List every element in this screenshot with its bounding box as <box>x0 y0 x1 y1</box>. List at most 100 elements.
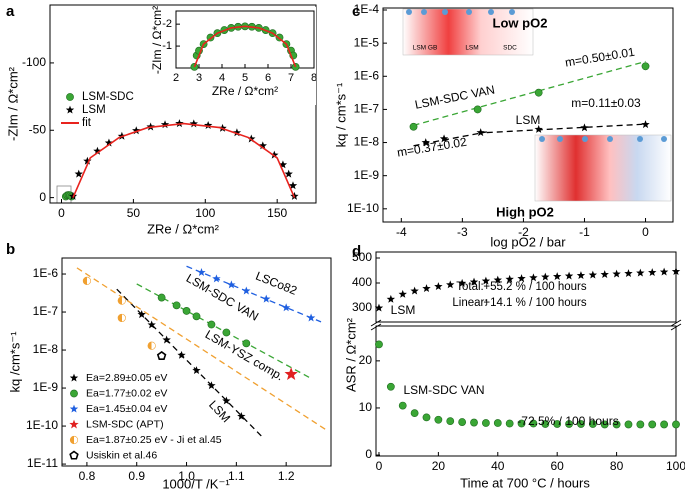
data-point <box>410 286 419 295</box>
x-tick-label: 0 <box>642 225 649 239</box>
data-point <box>212 274 221 283</box>
annotation: -72.5% / 100 hours <box>517 414 618 428</box>
y-tick-label: -100 <box>22 55 46 69</box>
data-point <box>177 350 186 359</box>
data-point <box>132 126 141 135</box>
legend-label: Ea=1.45±0.04 eV <box>86 403 167 415</box>
data-point <box>434 282 443 291</box>
annotation: LSM-YSZ comp. <box>203 327 286 383</box>
panel-letter: c <box>352 3 360 20</box>
data-point <box>207 320 216 329</box>
x-tick-label: 3 <box>196 72 202 84</box>
annotation: LSM <box>516 113 541 127</box>
data-point <box>74 169 83 178</box>
data-point <box>529 419 538 428</box>
fit-curve <box>193 25 297 68</box>
y-tick-label: 1E-9 <box>354 168 380 182</box>
data-point <box>288 181 298 190</box>
data-point <box>270 150 279 159</box>
data-point <box>493 419 502 427</box>
data-point <box>237 411 246 420</box>
schematic-label: LSM <box>465 45 478 52</box>
data-point <box>162 335 171 344</box>
data-point <box>469 277 479 286</box>
legend-symbol <box>69 419 79 429</box>
panel-letter: d <box>352 243 361 260</box>
y-tick-label: 1E-8 <box>354 135 380 149</box>
data-point <box>160 120 170 129</box>
panel-letter: b <box>6 241 15 258</box>
x-tick-label: 150 <box>267 206 287 220</box>
data-point <box>262 294 271 303</box>
data-point <box>517 419 526 428</box>
y-axis-label: -ZIm / Ω*cm² <box>150 6 164 74</box>
y-tick-label: 1E-7 <box>33 304 59 318</box>
x-tick-label: 0 <box>376 459 383 473</box>
x-axis-label: ZRe / Ω*cm² <box>212 84 278 98</box>
data-point <box>117 296 126 305</box>
data-point <box>588 270 598 279</box>
y-tick-label: 1E-10 <box>347 201 379 215</box>
fit-line <box>186 265 322 323</box>
x-tick-label: 4 <box>219 72 225 84</box>
data-point <box>493 275 502 284</box>
data-point <box>671 267 681 276</box>
data-point <box>600 420 609 429</box>
plot-frame <box>61 257 332 467</box>
data-point <box>182 307 191 315</box>
data-point <box>648 268 657 277</box>
data-point <box>553 420 562 428</box>
legend-symbol <box>69 404 79 413</box>
data-point <box>422 284 431 293</box>
y-tick-label: 0 <box>39 190 46 204</box>
data-point <box>386 294 396 303</box>
data-point <box>232 128 242 137</box>
x-tick-label: 5 <box>242 72 248 84</box>
panel-letter: a <box>6 3 15 20</box>
plot-frame <box>382 7 674 223</box>
data-point <box>439 134 449 143</box>
annotation: Low pO2 <box>493 15 548 30</box>
data-point <box>258 141 267 150</box>
data-point <box>482 419 490 427</box>
data-point <box>374 303 384 312</box>
data-point <box>410 409 419 418</box>
y-tick-label: 300 <box>352 300 372 314</box>
data-point <box>422 413 431 422</box>
y-tick-label: -50 <box>29 122 47 136</box>
x-tick-label: 40 <box>491 459 505 473</box>
annotation: +55.2 % / 100 hours <box>483 281 587 293</box>
data-point <box>117 313 126 323</box>
x-tick-label: 6 <box>265 72 271 84</box>
annotation: LSM <box>206 398 233 426</box>
data-point <box>82 276 92 285</box>
data-point <box>172 301 181 310</box>
data-point <box>242 339 251 348</box>
data-point <box>421 138 430 147</box>
annotation: +14.1 % / 100 hours <box>483 297 587 309</box>
x-axis-label: 1000/T /K⁻¹ <box>162 476 230 491</box>
x-tick-label: 80 <box>610 459 624 473</box>
y-axis-label: kq / cm*s⁻¹ <box>333 82 348 147</box>
y-tick-label: 1E-11 <box>27 456 58 470</box>
legend-label: fit <box>82 117 92 129</box>
data-point <box>588 420 597 428</box>
legend-label: LSM-SDC (APT) <box>86 418 164 430</box>
data-point <box>409 122 418 131</box>
inset-background <box>150 7 316 105</box>
data-point <box>648 420 657 429</box>
y-tick-label: 20 <box>359 353 373 367</box>
data-point <box>636 420 645 429</box>
legend-label: Ea=1.87±0.25 eV - Ji et al.45 <box>86 434 222 446</box>
data-point <box>242 286 251 295</box>
data-point <box>577 420 585 428</box>
legend-label: Ea=1.77±0.02 eV <box>86 387 167 399</box>
data-point <box>458 418 467 426</box>
data-point <box>83 156 92 165</box>
data-point <box>541 420 550 428</box>
plot-frame-upper <box>375 251 677 323</box>
data-point <box>192 312 201 321</box>
data-point <box>580 123 589 132</box>
data-point <box>192 366 201 375</box>
